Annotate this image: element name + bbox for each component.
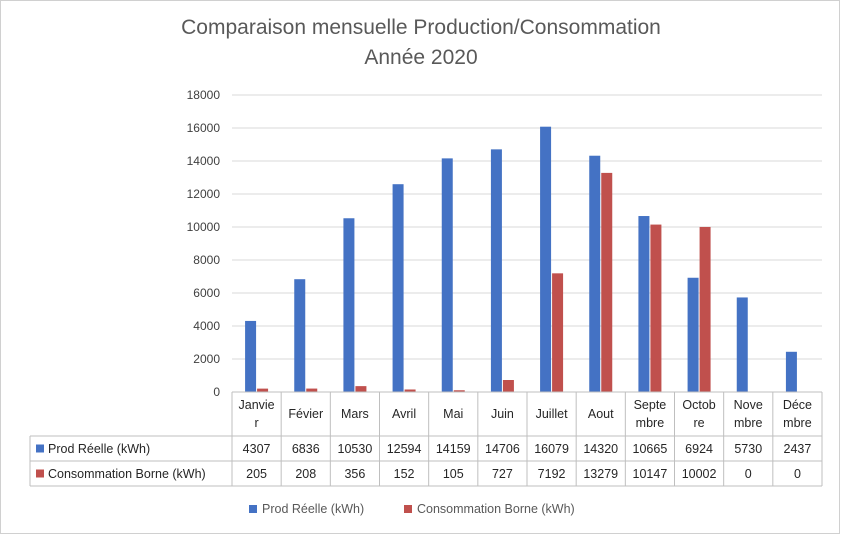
table-value: 105 xyxy=(443,467,464,481)
table-value: 14159 xyxy=(436,442,471,456)
table-value: 0 xyxy=(745,467,752,481)
table-value: 10665 xyxy=(633,442,668,456)
category-label: Juin xyxy=(491,407,514,421)
category-label: Octob xyxy=(682,398,715,412)
category-label: mbre xyxy=(636,416,665,430)
y-tick-label: 6000 xyxy=(193,286,220,300)
bar-conso xyxy=(453,390,465,392)
category-label: Septe xyxy=(634,398,667,412)
bar-conso xyxy=(404,389,416,392)
bar-prod xyxy=(294,279,306,392)
table-legend-key xyxy=(36,469,44,478)
legend-key-conso xyxy=(404,505,412,513)
y-tick-label: 12000 xyxy=(187,187,221,201)
y-tick-label: 4000 xyxy=(193,319,220,333)
bar-conso xyxy=(355,386,367,392)
category-label: Avril xyxy=(392,407,416,421)
table-value: 14706 xyxy=(485,442,520,456)
bar-conso xyxy=(699,226,711,392)
bar-prod xyxy=(589,155,601,392)
bar-prod xyxy=(785,351,797,392)
table-value: 10002 xyxy=(682,467,717,481)
y-tick-label: 14000 xyxy=(187,154,221,168)
category-label: Janvie xyxy=(239,398,275,412)
bar-prod xyxy=(687,277,699,392)
bar-prod xyxy=(490,149,502,392)
bar-conso xyxy=(601,172,613,392)
legend-label-conso: Consommation Borne (kWh) xyxy=(417,502,575,516)
bar-prod xyxy=(392,184,404,392)
bar-prod xyxy=(736,297,748,392)
y-tick-label: 2000 xyxy=(193,352,220,366)
table-value: 0 xyxy=(794,467,801,481)
chart-title: Comparaison mensuelle Production/Consomm… xyxy=(181,16,661,39)
bar-conso xyxy=(257,388,269,392)
bar-conso xyxy=(650,224,662,392)
chart-subtitle: Année 2020 xyxy=(364,46,478,69)
table-legend-key xyxy=(36,444,44,453)
table-series-name: Prod Réelle (kWh) xyxy=(48,442,150,456)
bar-prod xyxy=(540,126,552,392)
table-value: 4307 xyxy=(243,442,271,456)
category-label: re xyxy=(694,416,705,430)
category-label: mbre xyxy=(783,416,812,430)
table-value: 16079 xyxy=(534,442,569,456)
y-tick-label: 10000 xyxy=(187,220,221,234)
bar-conso xyxy=(502,380,514,392)
category-label: Déce xyxy=(783,398,812,412)
y-tick-label: 16000 xyxy=(187,121,221,135)
table-value: 6924 xyxy=(685,442,713,456)
bar-prod xyxy=(245,320,257,392)
category-label: Juillet xyxy=(536,407,568,421)
table-series-name: Consommation Borne (kWh) xyxy=(48,467,206,481)
bar-prod xyxy=(441,158,453,392)
category-label: r xyxy=(254,416,258,430)
legend-key-prod xyxy=(249,505,257,513)
table-value: 152 xyxy=(394,467,415,481)
category-label: Nove xyxy=(734,398,763,412)
table-value: 356 xyxy=(344,467,365,481)
table-value: 205 xyxy=(246,467,267,481)
category-label: Mai xyxy=(443,407,463,421)
bar-conso xyxy=(306,388,318,392)
table-value: 208 xyxy=(295,467,316,481)
table-value: 5730 xyxy=(734,442,762,456)
table-value: 727 xyxy=(492,467,513,481)
table-value: 10147 xyxy=(633,467,668,481)
table-value: 13279 xyxy=(583,467,618,481)
table-value: 7192 xyxy=(538,467,566,481)
table-value: 2437 xyxy=(784,442,812,456)
table-value: 12594 xyxy=(387,442,422,456)
y-tick-label: 8000 xyxy=(193,253,220,267)
table-value: 14320 xyxy=(583,442,618,456)
bar-conso xyxy=(552,273,564,392)
y-tick-label: 18000 xyxy=(187,88,221,102)
table-value: 10530 xyxy=(338,442,373,456)
category-label: Mars xyxy=(341,407,369,421)
category-label: mbre xyxy=(734,416,763,430)
y-tick-label: 0 xyxy=(213,385,220,399)
table-value: 6836 xyxy=(292,442,320,456)
bar-prod xyxy=(638,216,650,392)
category-label: Févier xyxy=(288,407,323,421)
bar-prod xyxy=(343,218,355,392)
category-label: Aout xyxy=(588,407,614,421)
legend-label-prod: Prod Réelle (kWh) xyxy=(262,502,364,516)
